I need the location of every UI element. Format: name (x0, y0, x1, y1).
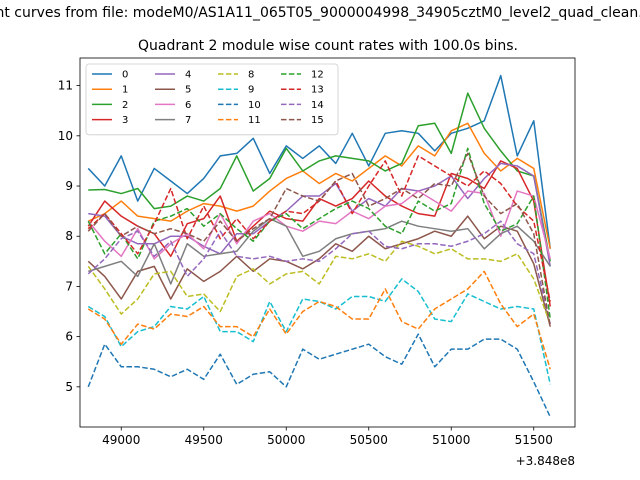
x-tick-label: 50000 (267, 433, 305, 447)
series-line-5 (87, 215, 551, 327)
legend-label-9: 9 (248, 85, 254, 96)
axes-frame (79, 57, 576, 428)
y-tick-label: 7 (65, 279, 73, 293)
x-tick-label: 49500 (185, 433, 223, 447)
y-tick-label: 11 (58, 79, 73, 93)
y-tick-label: 6 (65, 330, 73, 344)
legend-label-6: 6 (185, 100, 191, 111)
series-line-1 (87, 122, 551, 249)
legend-label-13: 13 (311, 85, 324, 96)
y-tick-label: 10 (58, 129, 73, 143)
series-line-11 (87, 270, 551, 370)
series-line-14 (87, 220, 551, 325)
legend-label-2: 2 (122, 100, 128, 111)
y-tick-label: 8 (65, 229, 73, 243)
series-line-15 (87, 152, 551, 327)
series-line-2 (88, 92, 551, 262)
legend-box (85, 63, 339, 136)
series-line-10 (87, 333, 551, 418)
series-line-9 (87, 278, 551, 385)
x-tick-label: 50500 (350, 433, 388, 447)
series-line-7 (88, 217, 551, 285)
legend-label-10: 10 (248, 100, 261, 111)
chart-title: Quadrant 2 module wise count rates with … (138, 38, 518, 54)
series-line-8 (87, 240, 551, 325)
legend-label-5: 5 (185, 85, 191, 96)
legend-label-0: 0 (122, 70, 128, 81)
y-tick-label: 5 (65, 380, 73, 394)
legend-label-7: 7 (185, 115, 191, 126)
x-tick-label: 49000 (102, 433, 140, 447)
x-offset-label: +3.848e8 (516, 454, 575, 468)
legend-label-8: 8 (248, 70, 254, 81)
series-line-0 (87, 74, 551, 249)
legend-label-12: 12 (311, 70, 324, 81)
figure-suptitle: Light curves from file: modeM0/AS1A11_06… (0, 5, 640, 21)
series-line-13 (87, 155, 551, 302)
y-tick-label: 9 (65, 179, 73, 193)
x-tick-label: 51500 (515, 433, 553, 447)
legend-label-4: 4 (185, 70, 191, 81)
legend-label-14: 14 (311, 100, 324, 111)
legend-label-11: 11 (248, 115, 261, 126)
legend-label-15: 15 (311, 115, 324, 126)
series-group (87, 74, 551, 418)
series-line-12 (87, 147, 551, 320)
x-tick-label: 51000 (432, 433, 470, 447)
legend-label-1: 1 (122, 85, 128, 96)
legend-label-3: 3 (122, 115, 128, 126)
series-line-6 (87, 190, 551, 260)
